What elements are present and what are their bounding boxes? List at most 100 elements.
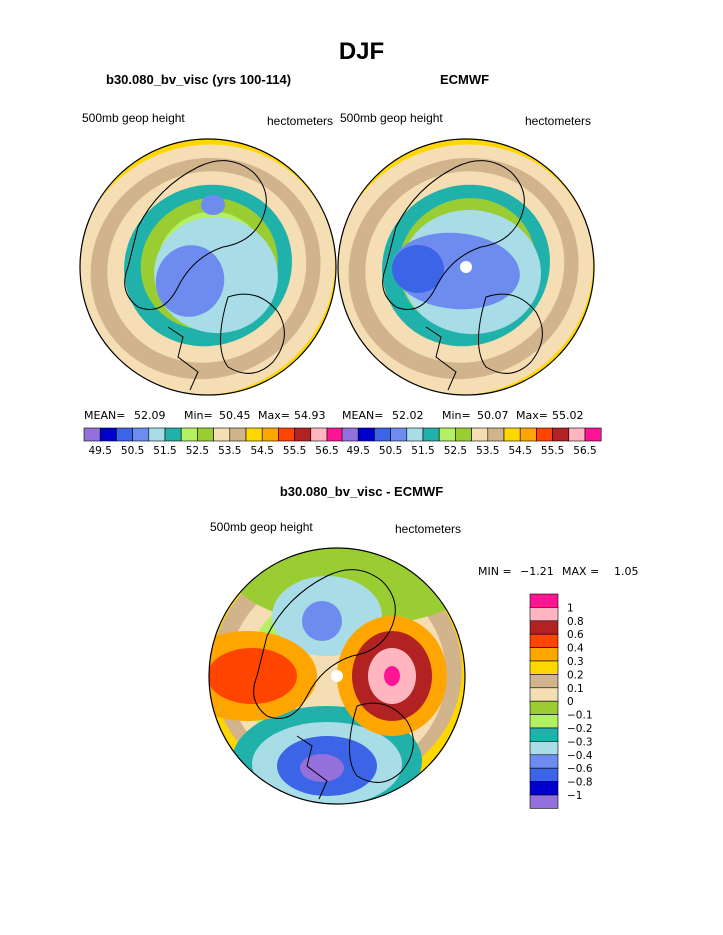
panel3-colorbar-swatch (529, 767, 559, 782)
panel1-max-value: 54.93 (294, 409, 326, 422)
panel3-colorbar-swatch (529, 781, 559, 796)
panel3-pole-marker (331, 670, 343, 682)
panel2-colorbar-swatch (487, 427, 505, 442)
panel3-colorbar-tick: 0.4 (567, 643, 584, 655)
panel3-colorbar-swatch (529, 754, 559, 769)
panel3-right-label: hectometers (395, 522, 462, 536)
panel3-max-value: 1.05 (614, 565, 639, 578)
panel3-colorbar-tick: −1 (567, 790, 582, 802)
panel2-colorbar-swatch (568, 427, 586, 442)
panel2-colorbar-swatch (471, 427, 489, 442)
panel3-field-0 (209, 648, 297, 704)
panel1-colorbar-swatch (148, 427, 166, 442)
panel1-colorbar-swatch (83, 427, 101, 442)
panel3-colorbar-swatch (529, 700, 559, 715)
panel1-colorbar-swatch (164, 427, 182, 442)
panel2-colorbar-swatch (455, 427, 472, 442)
panel2-min-value: 50.07 (477, 409, 509, 422)
panel2-colorbar-tick: 52.5 (444, 445, 467, 457)
panel3-colorbar-swatch (529, 607, 559, 622)
panel2-field-2 (392, 245, 444, 293)
panel1-map-border (79, 138, 337, 396)
panel2-colorbar-tick: 56.5 (573, 445, 596, 457)
panel2-colorbar-swatch (357, 427, 375, 442)
panel3-colorbar-tick: −0.3 (567, 736, 593, 748)
panel2-colorbar-swatch (422, 427, 440, 442)
panel1-colorbar-swatch (261, 427, 279, 442)
panel1-colorbar-swatch (310, 427, 328, 442)
panel1-coastline (220, 293, 285, 374)
panel3-left-label: 500mb geop height (210, 520, 313, 534)
panel3-colorbar-swatch (529, 727, 559, 742)
panel2-colorbar-swatch (584, 427, 602, 442)
panel2-title: ECMWF (440, 72, 490, 87)
panel3-colorbar-swatch (529, 674, 559, 689)
panel3-field-6 (302, 601, 342, 641)
panel2-colorbar-tick: 49.5 (347, 445, 370, 457)
panel1-min-value: 50.45 (219, 409, 251, 422)
panel3-colorbar-tick: 0 (567, 696, 574, 708)
panel1-mean-label: MEAN= (84, 409, 126, 422)
panel3-title: b30.080_bv_visc - ECMWF (279, 484, 444, 499)
panel1-colorbar-swatch (132, 427, 150, 442)
panel3-colorbar-tick: 0.3 (567, 656, 584, 668)
panel1-colorbar-tick: 53.5 (218, 445, 241, 457)
panel2-right-label: hectometers (525, 114, 592, 128)
panel1-colorbar-swatch (99, 427, 117, 442)
panel1-colorbar-tick: 49.5 (89, 445, 112, 457)
panel3-min-value: −1.21 (520, 565, 554, 578)
panel1-colorbar-tick: 50.5 (121, 445, 144, 457)
panel1-right-label: hectometers (267, 114, 334, 128)
panel2-colorbar-swatch (552, 427, 570, 442)
panel3-colorbar-tick: 0.8 (567, 616, 584, 628)
panel1-colorbar-swatch (213, 427, 231, 442)
panel3-colorbar-tick: −0.6 (567, 763, 593, 775)
panel3-colorbar-swatch (529, 687, 559, 702)
panel2-mean-value: 52.02 (392, 409, 424, 422)
panel1-map (80, 139, 336, 395)
panel1-field-1 (155, 245, 225, 317)
panel2-colorbar-swatch (390, 427, 408, 442)
panel1-colorbar-swatch (197, 427, 214, 442)
figure-title: DJF (338, 38, 385, 65)
panel2-colorbar-swatch (341, 427, 359, 442)
panel2-max-label: Max= (516, 409, 548, 422)
panel1-colorbar-tick: 54.5 (251, 445, 274, 457)
panel1-min-label: Min= (184, 409, 213, 422)
panel1-title: b30.080_bv_visc (yrs 100-114) (106, 72, 292, 87)
panel3-colorbar-tick: 1 (567, 602, 574, 614)
panel2-coastline (425, 326, 457, 391)
panel1-colorbar-swatch (278, 427, 295, 442)
panel1-colorbar-swatch (326, 427, 344, 442)
panel3-colorbar-swatch (529, 647, 559, 662)
panel1-mean-value: 52.09 (134, 409, 166, 422)
panel3-map-border (208, 547, 466, 805)
panel3-colorbar-tick: −0.4 (567, 750, 593, 762)
panel1-colorbar-swatch (245, 427, 263, 442)
panel3-colorbar-swatch (529, 620, 559, 635)
panel2-colorbar-swatch (503, 427, 521, 442)
panel3-colorbar-tick: 0.6 (567, 629, 584, 641)
panel1-colorbar-tick: 56.5 (315, 445, 338, 457)
panel2-colorbar-swatch (406, 427, 424, 442)
panel3-colorbar-tick: −0.8 (567, 777, 593, 789)
panel3-colorbar-swatch (529, 741, 559, 756)
panel1-colorbar-swatch (229, 427, 247, 442)
panel3-colorbar-swatch (529, 660, 559, 675)
panel2-coastline (382, 160, 525, 310)
panel3-colorbar-tick: −0.1 (567, 710, 593, 722)
panel3-colorbar-swatch (529, 794, 559, 809)
panel2-left-label: 500mb geop height (340, 111, 443, 125)
panel2-colorbar-swatch (536, 427, 553, 442)
panel3-colorbar-swatch (529, 593, 559, 608)
panel1-coastline (167, 326, 199, 391)
panel1-colorbar-swatch (116, 427, 133, 442)
panel2-colorbar-swatch (374, 427, 391, 442)
panel1-colorbar-tick: 51.5 (153, 445, 176, 457)
panel2-colorbar-tick: 51.5 (411, 445, 434, 457)
panel1-left-label: 500mb geop height (82, 111, 185, 125)
panel3-max-label: MAX = (562, 565, 600, 578)
panel3-coastline (296, 735, 328, 800)
panel2-colorbar-swatch (519, 427, 537, 442)
